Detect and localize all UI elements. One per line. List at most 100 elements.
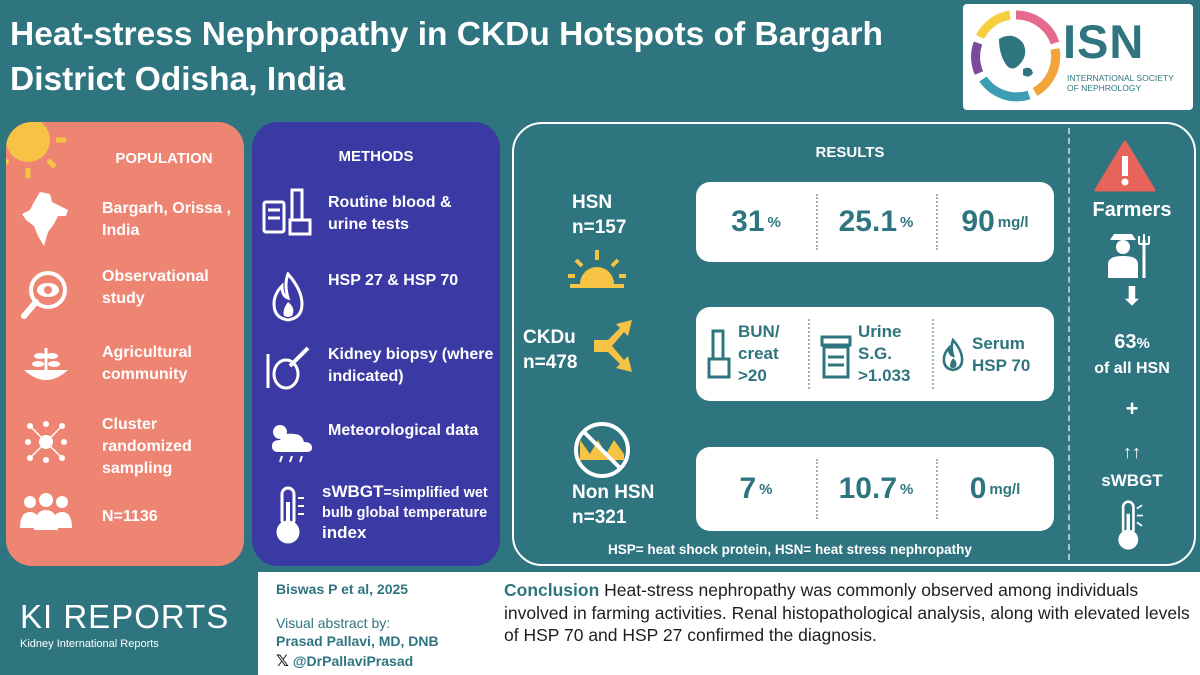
sunrise-icon [568, 250, 626, 288]
conclusion: Conclusion Heat-stress nephropathy was c… [504, 579, 1194, 647]
criteria-urine: Urine S.G. >1.033 [858, 321, 910, 387]
hsn-value-1-unit: % [767, 213, 781, 231]
sun-corner-icon [6, 122, 66, 178]
methods-title: METHODS [338, 148, 414, 165]
group-ckdu-n: n=478 [523, 352, 578, 373]
non-hsn-value-3-unit: mg/l [989, 480, 1021, 498]
results-footnote: HSP= heat shock protein, HSN= heat stres… [608, 542, 972, 557]
population-item-n: N=1136 [102, 508, 158, 525]
hsn-value-2-number: 25.1 [838, 205, 898, 238]
logo-isn-text: ISN [1063, 15, 1145, 68]
lab-tubes-icon [262, 188, 312, 236]
group-hsn-name: HSN [572, 192, 613, 213]
farmer-icon [1108, 234, 1150, 278]
header: Heat-stress Nephropathy in CKDu Hotspots… [0, 0, 1200, 112]
criteria-bun: BUN/ creat >20 [738, 321, 780, 387]
hsn-value-2: 25.1% [816, 182, 936, 262]
methods-item-biopsy: Kidney biopsy (where indicated) [328, 346, 494, 385]
wbgt-desc: =simplified wet bulb global temperature [322, 485, 488, 521]
hsn-value-3-unit: mg/l [997, 213, 1029, 231]
hsn-value-1-number: 31 [731, 205, 765, 238]
hsn-value-3-number: 90 [961, 205, 995, 238]
divider [816, 194, 818, 250]
non-hsn-value-2-unit: % [900, 480, 914, 498]
farmers-up-arrows: ↑↑ [1123, 442, 1141, 462]
divider [808, 319, 810, 389]
author-name: Prasad Pallavi, MD, DNB [276, 633, 439, 649]
hsn-value-1: 31% [696, 182, 816, 262]
journal-subtitle: Kidney International Reports [20, 638, 159, 650]
hsn-value-3: 90 mg/l [936, 182, 1054, 262]
methods-item-meteo: Meteorological data [328, 422, 479, 439]
thermometer-icon [1118, 500, 1143, 550]
flame-icon [942, 337, 964, 372]
group-hsn-n: n=157 [572, 217, 627, 238]
farmers-title: Farmers [1092, 199, 1172, 221]
non-hsn-value-2: 10.7% [816, 447, 936, 531]
criteria-bun-line3: >20 [738, 366, 767, 385]
isn-globe-icon [971, 10, 1061, 102]
farmers-pct-label: of all HSN [1094, 360, 1170, 377]
divider [816, 459, 818, 519]
farmers-divider [1068, 128, 1070, 560]
criteria-urine-line3: >1.033 [858, 366, 911, 385]
population-item-study: Observational study [102, 268, 209, 307]
criteria-bun-line2: creat [738, 344, 779, 363]
criteria-bun-line1: BUN/ [738, 322, 780, 341]
non-hsn-value-1: 7% [696, 447, 816, 531]
people-icon [20, 493, 72, 530]
author-handle[interactable]: 𝕏 @DrPallaviPrasad [276, 652, 413, 671]
flame-icon [272, 272, 304, 322]
logo-subtitle: INTERNATIONAL SOCIETY OF NEPHROLOGY [1067, 73, 1174, 93]
farmers-down-arrow: ⬇ [1121, 281, 1143, 311]
wbgt-index: index [322, 523, 367, 542]
author-handle-text: @DrPallaviPrasad [292, 653, 414, 669]
criteria-urine-line2: S.G. [858, 344, 893, 363]
farmers-pct-unit: % [1136, 335, 1150, 352]
criteria-card: BUN/ creat >20 Urine S.G. >1.033 Serum H… [696, 307, 1054, 401]
non-hsn-value-1-number: 7 [739, 472, 757, 505]
non-hsn-value-3: 0 mg/l [936, 447, 1054, 531]
isn-logo: ISN INTERNATIONAL SOCIETY OF NEPHROLOGY [963, 4, 1193, 110]
divider [932, 319, 934, 389]
divider [936, 459, 938, 519]
logo-subtitle-line1: INTERNATIONAL SOCIETY [1067, 73, 1174, 83]
hsn-values-card: 31% 25.1% 90 mg/l [696, 182, 1054, 262]
conclusion-text: Heat-stress nephropathy was commonly obs… [504, 580, 1190, 645]
criteria-urine-line1: Urine [858, 322, 902, 341]
group-non-hsn: Non HSN n=321 [572, 480, 654, 530]
divider [936, 194, 938, 250]
crop-icon [24, 348, 68, 380]
wbgt-abbr: sWBGT [322, 482, 384, 501]
methods-item-tests: Routine blood & urine tests [328, 194, 452, 233]
split-arrow-icon [594, 320, 632, 372]
non-hsn-value-2-number: 10.7 [838, 472, 898, 505]
group-non-hsn-name: Non HSN [572, 482, 655, 503]
conclusion-heading: Conclusion [504, 580, 600, 600]
non-hsn-values-card: 7% 10.7% 0 mg/l [696, 447, 1054, 531]
cluster-icon [25, 421, 67, 463]
population-item-sampling: Cluster randomized sampling [102, 416, 192, 477]
farmers-pct-value: 63 [1114, 331, 1137, 353]
journal-name: KI REPORTS [20, 598, 230, 635]
group-non-hsn-n: n=321 [572, 507, 627, 528]
criteria-serum: Serum HSP 70 [972, 333, 1030, 377]
methods-item-hsp: HSP 27 & HSP 70 [328, 272, 459, 289]
group-ckdu-name: CKDu [523, 327, 576, 348]
page-title: Heat-stress Nephropathy in CKDu Hotspots… [10, 16, 883, 98]
population-panel: POPULATION Bargarh, Orissa , India Obser… [6, 122, 244, 566]
non-hsn-value-3-number: 0 [969, 472, 987, 505]
logo-subtitle-line2: OF NEPHROLOGY [1067, 83, 1142, 93]
methods-item-wbgt: sWBGT=simplified wet bulb global tempera… [322, 482, 498, 544]
no-sun-icon [574, 422, 630, 478]
eye-magnifier-icon [21, 271, 67, 319]
x-logo-icon: 𝕏 [276, 653, 289, 670]
thermometer-icon [276, 486, 304, 544]
farmers-percentage: 63% [1070, 330, 1194, 356]
weather-icon [272, 425, 312, 463]
criteria-serum-line1: Serum [972, 334, 1025, 353]
visual-abstract-label: Visual abstract by: [276, 615, 391, 631]
warning-icon [1094, 140, 1156, 192]
group-hsn: HSN n=157 [572, 190, 626, 240]
farmers-wbgt: sWBGT [1101, 471, 1163, 490]
